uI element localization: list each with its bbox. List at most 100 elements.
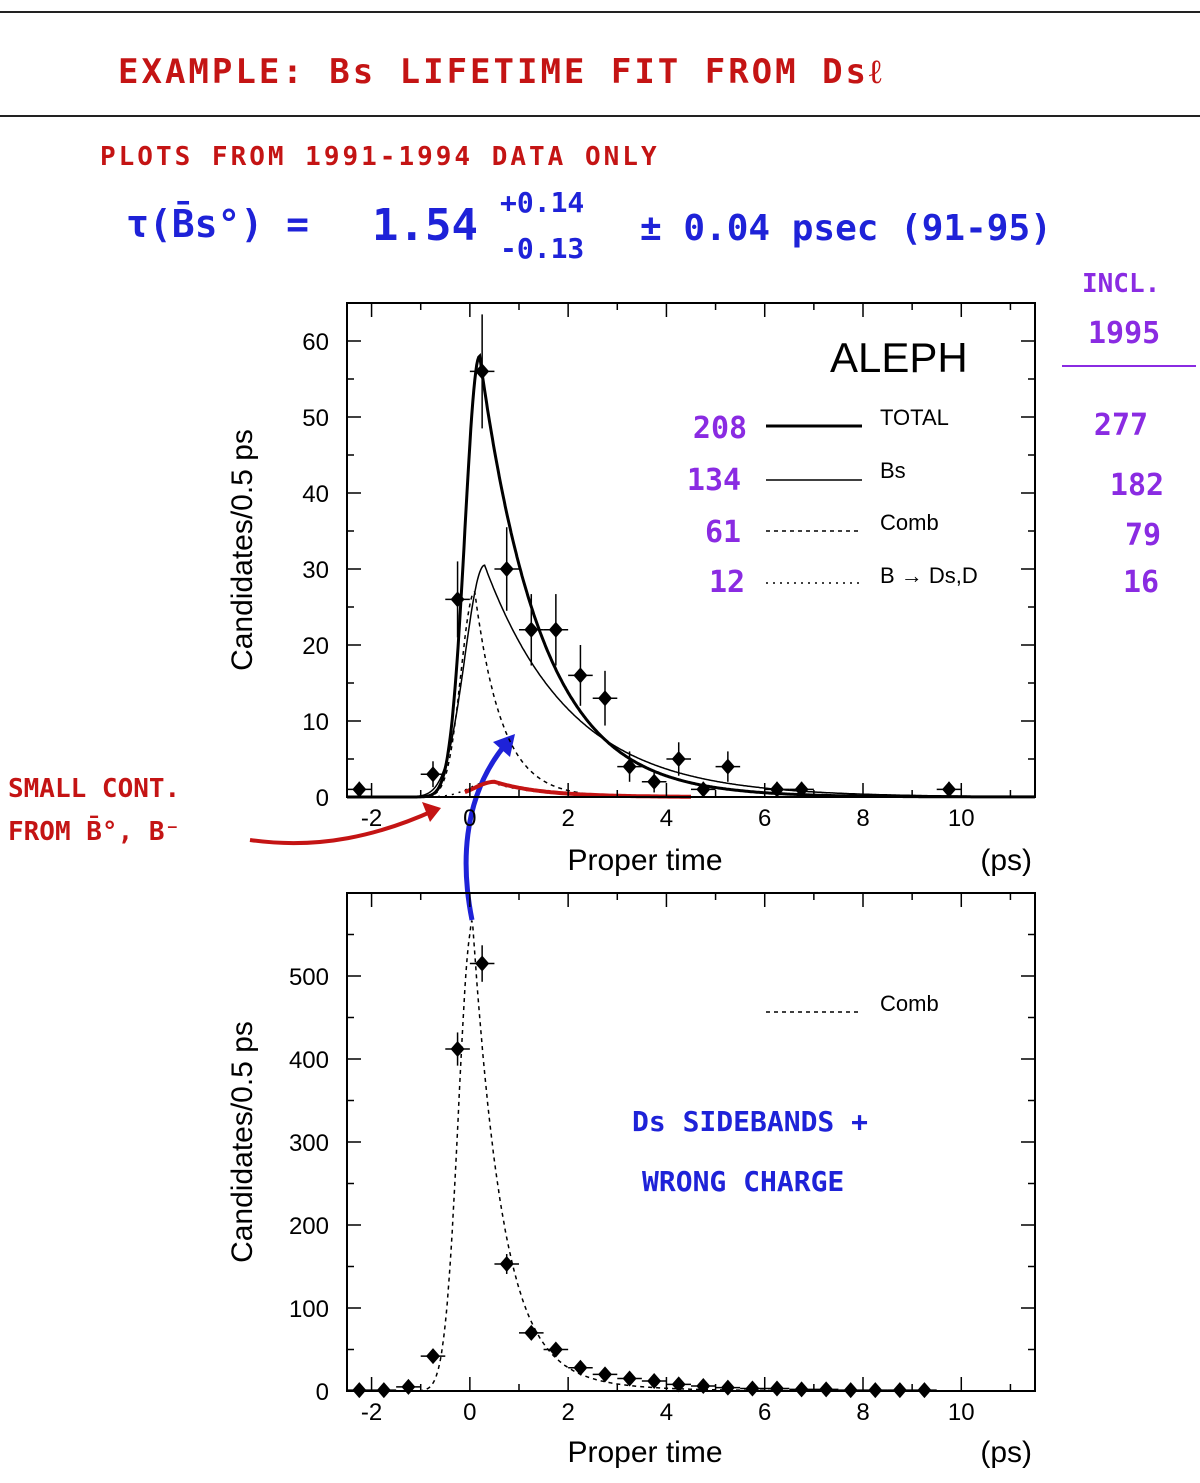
incl-label-line1: INCL. <box>1082 269 1160 299</box>
count-bdsd-9194: 12 <box>709 565 745 600</box>
y-tick-label: 10 <box>302 709 329 736</box>
data-point <box>671 751 686 767</box>
fit-comb-curve <box>347 590 1035 798</box>
y-tick-label: 500 <box>289 964 329 991</box>
count-comb-9194: 61 <box>705 515 741 550</box>
comb-link-arrow <box>463 743 507 921</box>
data-point <box>499 1256 514 1273</box>
small-cont-arrow-head <box>422 802 441 822</box>
top-chart: -2 0 2 4 6 8 10 0 10 20 30 40 50 60 Proper time (ps) Can… <box>226 302 1036 877</box>
legend-bdsd-label: B → Ds,D <box>880 563 978 588</box>
counts-1991-1994: 208 134 61 12 <box>687 411 747 600</box>
sidebands-line1: Ds SIDEBANDS + <box>632 1105 868 1138</box>
data-point <box>475 363 490 380</box>
data-point <box>548 1341 563 1358</box>
sidebands-line2: WRONG CHARGE <box>642 1165 844 1198</box>
legend-comb-label: Comb <box>880 510 939 535</box>
data-point <box>450 591 465 608</box>
y-tick-label: 100 <box>289 1296 329 1323</box>
data-point <box>696 781 711 798</box>
y-tick-label: 300 <box>289 1130 329 1157</box>
incl-label-line2: 1995 <box>1088 316 1160 351</box>
data-point <box>720 1379 735 1396</box>
data-point <box>401 1378 416 1395</box>
data-point <box>426 766 440 783</box>
x-tick-label: -2 <box>361 1399 382 1426</box>
small-contribution-note: SMALL CONT. FROM B̄°, B⁻ <box>8 774 180 847</box>
y-axis-label: Candidates/0.5 ps <box>226 429 259 671</box>
x-axis-label: Proper time <box>567 1436 722 1469</box>
x-tick-label: 8 <box>856 805 869 832</box>
data-point <box>426 1348 440 1365</box>
x-tick-label: 6 <box>758 1399 771 1426</box>
count-bdsd-incl: 16 <box>1123 565 1159 600</box>
x-axis-label: Proper time <box>567 844 722 877</box>
y-tick-label: 30 <box>302 557 329 584</box>
data-point <box>770 781 784 798</box>
x-tick-label: 10 <box>948 805 975 832</box>
data-point <box>598 1366 612 1383</box>
legend-comb2-label: Comb <box>880 991 939 1016</box>
x-tick-label: 2 <box>561 805 574 832</box>
data-point <box>622 758 637 775</box>
y-tick-label: 0 <box>316 785 329 812</box>
y-tick-label: 50 <box>302 405 329 432</box>
data-point <box>450 1041 465 1058</box>
x-tick-label: 4 <box>660 805 673 832</box>
data-point <box>647 773 662 790</box>
y-tick-label: 40 <box>302 481 329 508</box>
data-point <box>352 781 367 798</box>
x-tick-label: 6 <box>758 805 771 832</box>
y-tick-label: 60 <box>302 329 329 356</box>
x-tick-label: 2 <box>561 1399 574 1426</box>
small-cont-line1: SMALL CONT. <box>8 774 180 804</box>
data-point <box>819 1381 834 1398</box>
bottom-chart-legend: Comb <box>766 991 939 1016</box>
data-point <box>573 667 588 684</box>
data-point <box>524 1324 539 1341</box>
data-point <box>942 781 956 798</box>
chart-frame <box>346 892 1036 1392</box>
sidebands-note: Ds SIDEBANDS + WRONG CHARGE <box>632 1105 868 1198</box>
count-bs-9194: 134 <box>687 463 741 498</box>
small-cont-line2: FROM B̄°, B⁻ <box>8 814 180 847</box>
data-point <box>573 1359 588 1376</box>
formula-syst: ± 0.04 psec (91-95) <box>640 208 1052 249</box>
data-point <box>720 758 735 775</box>
y-tick-label: 400 <box>289 1047 329 1074</box>
data-point <box>475 955 490 972</box>
chart-frame <box>346 302 1036 798</box>
x-tick-label: 4 <box>660 1399 673 1426</box>
data-point <box>770 1380 784 1397</box>
formula-lhs: τ(B̄s°) = <box>126 201 309 246</box>
x-tick-label: 0 <box>463 805 476 832</box>
legend-bs-label: Bs <box>880 458 906 483</box>
data-point <box>794 1381 809 1398</box>
incl-1995-heading: INCL. 1995 <box>1062 269 1196 367</box>
y-tick-label: 20 <box>302 633 329 660</box>
formula-value: 1.54 <box>372 200 478 251</box>
x-axis-unit: (ps) <box>980 844 1032 877</box>
formula-err-plus: +0.14 <box>500 186 584 219</box>
data-point <box>794 781 809 798</box>
data-point <box>524 621 539 638</box>
y-tick-label: 0 <box>316 1379 329 1406</box>
legend-total-label: TOTAL <box>880 405 949 430</box>
data-point <box>745 1380 760 1397</box>
count-total-incl: 277 <box>1094 408 1148 443</box>
subheader-note: PLOTS FROM 1991-1994 DATA ONLY <box>100 142 660 172</box>
lifetime-formula: τ(B̄s°) = 1.54 +0.14 -0.13 ± 0.04 psec (… <box>126 186 1052 265</box>
data-point <box>598 690 612 707</box>
count-total-9194: 208 <box>693 411 747 446</box>
top-chart-legend: TOTAL Bs Comb B → Ds,D <box>766 405 978 588</box>
data-point <box>647 1373 662 1390</box>
data-point <box>548 621 563 638</box>
header-note: EXAMPLE: Bs LIFETIME FIT FROM Dsℓ <box>118 52 885 92</box>
count-bs-incl: 182 <box>1110 468 1164 503</box>
y-axis-label: Candidates/0.5 ps <box>226 1021 259 1263</box>
data-point <box>499 561 514 577</box>
count-comb-incl: 79 <box>1125 518 1161 553</box>
counts-incl-1995: 277 182 79 16 <box>1094 408 1164 600</box>
